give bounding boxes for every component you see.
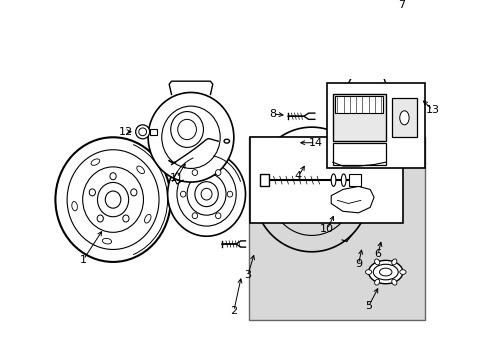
Polygon shape [330,186,373,213]
Ellipse shape [305,184,317,195]
Ellipse shape [91,159,100,165]
Ellipse shape [72,202,77,211]
Bar [326,83,424,168]
Ellipse shape [371,202,377,206]
Text: 5: 5 [365,301,371,311]
Polygon shape [332,94,385,141]
Ellipse shape [372,264,397,280]
Ellipse shape [130,189,137,196]
Bar [249,137,424,320]
Text: 11: 11 [170,173,183,183]
Ellipse shape [330,174,335,186]
Ellipse shape [391,279,396,285]
Ellipse shape [374,259,379,265]
Ellipse shape [391,259,396,265]
Ellipse shape [167,152,245,236]
Ellipse shape [137,166,144,174]
Ellipse shape [177,120,196,140]
Ellipse shape [144,214,151,223]
Text: 6: 6 [374,249,381,259]
Ellipse shape [365,270,371,274]
Ellipse shape [201,188,212,200]
Ellipse shape [300,177,323,202]
Ellipse shape [379,268,391,276]
Ellipse shape [187,173,225,215]
Ellipse shape [97,183,128,217]
Ellipse shape [89,189,95,196]
Text: 9: 9 [354,259,361,269]
Ellipse shape [192,213,197,219]
Ellipse shape [177,162,236,226]
Polygon shape [348,174,360,186]
Ellipse shape [55,137,170,262]
Ellipse shape [192,170,197,175]
Text: 4: 4 [294,171,302,181]
Ellipse shape [215,213,221,219]
Text: 13: 13 [425,105,439,115]
Ellipse shape [102,238,111,244]
Ellipse shape [195,182,218,207]
Text: 7: 7 [397,0,404,10]
Ellipse shape [224,139,229,143]
Ellipse shape [399,111,408,125]
Ellipse shape [307,0,393,28]
Ellipse shape [105,191,121,208]
Ellipse shape [170,112,203,147]
Polygon shape [391,98,416,137]
Ellipse shape [122,215,129,222]
Ellipse shape [82,167,143,232]
Text: 12: 12 [118,127,132,137]
Ellipse shape [399,270,405,274]
Polygon shape [332,143,385,165]
Ellipse shape [358,0,389,4]
Polygon shape [149,129,156,135]
Ellipse shape [341,174,346,186]
Ellipse shape [227,191,232,197]
Text: 2: 2 [230,306,237,316]
Text: 14: 14 [308,138,322,148]
Ellipse shape [148,93,233,182]
Text: 8: 8 [269,109,276,119]
Circle shape [135,125,149,139]
Ellipse shape [368,260,402,284]
Ellipse shape [110,173,116,180]
Ellipse shape [180,191,185,197]
Ellipse shape [350,0,397,12]
Text: 3: 3 [244,270,251,280]
Text: 1: 1 [80,255,87,265]
Ellipse shape [358,102,370,115]
Ellipse shape [67,150,159,249]
Ellipse shape [97,215,103,222]
Ellipse shape [360,89,368,97]
Text: 10: 10 [320,224,334,234]
Ellipse shape [162,106,220,168]
Circle shape [139,128,146,136]
Ellipse shape [215,170,221,175]
Polygon shape [334,96,383,113]
Bar [250,137,402,223]
Ellipse shape [374,279,379,285]
Polygon shape [259,174,268,186]
Polygon shape [342,71,389,149]
